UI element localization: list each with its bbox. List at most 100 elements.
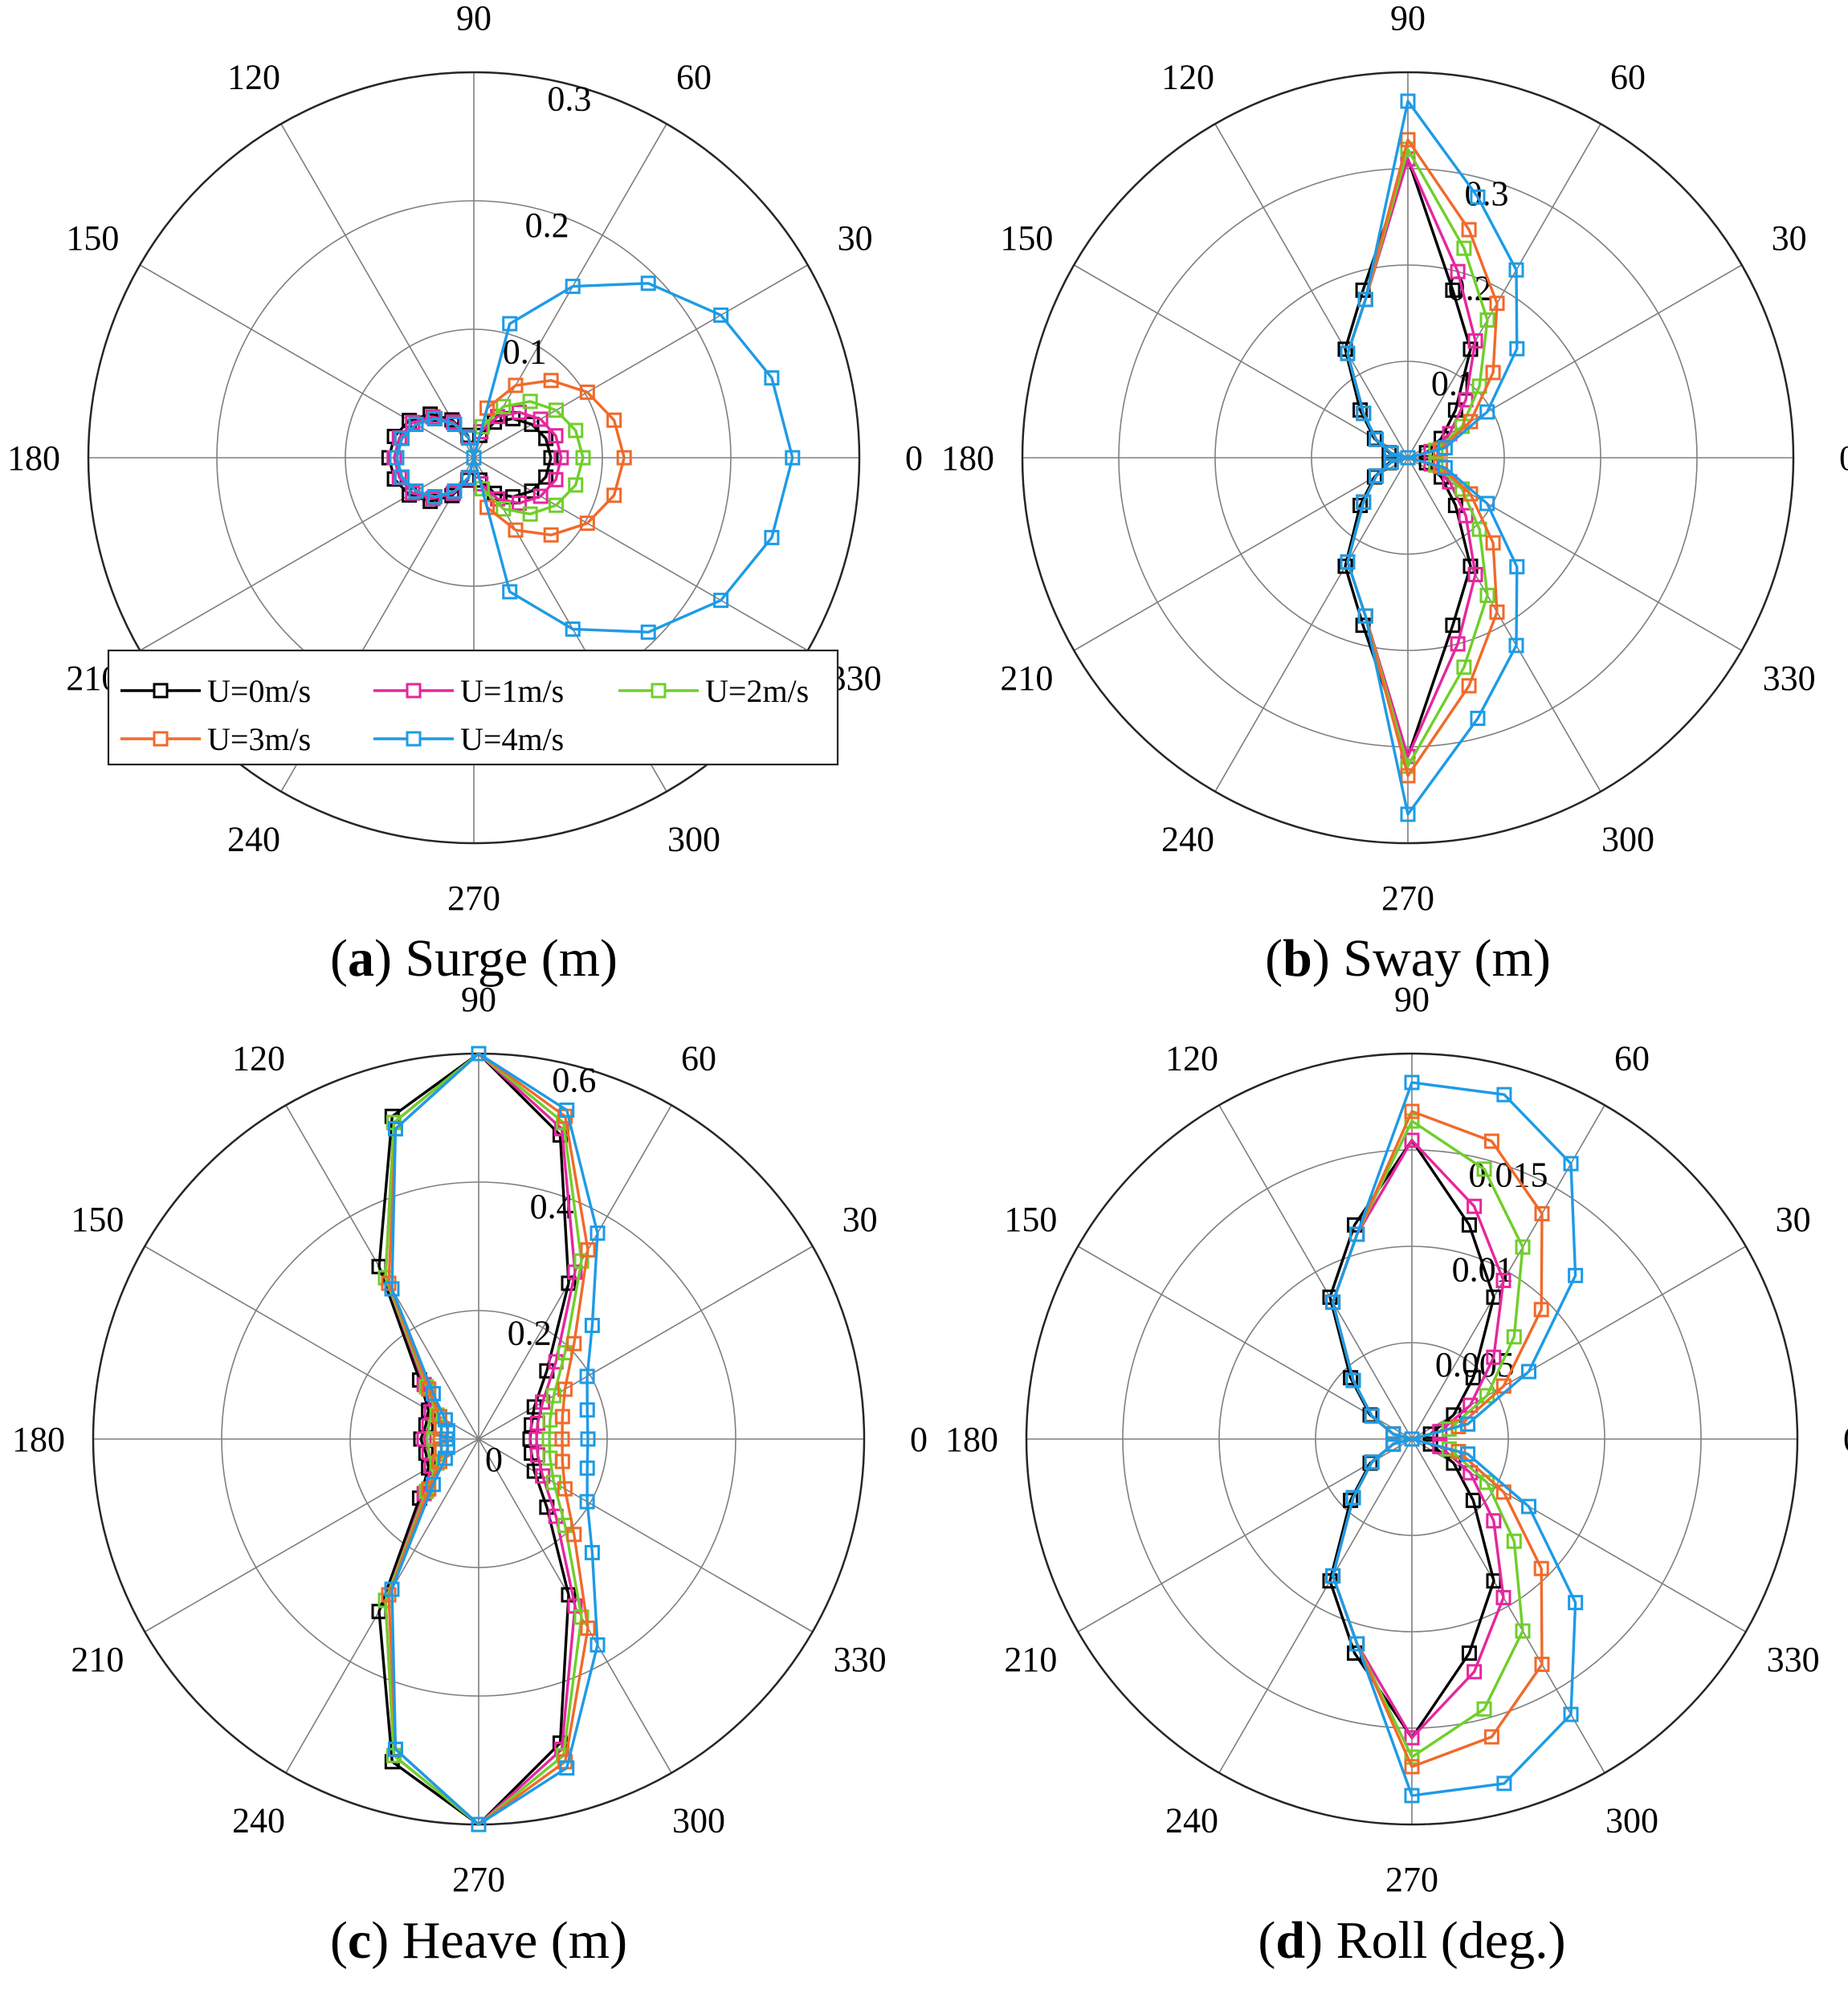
r-tick-label-1: 0.2 xyxy=(508,1313,552,1352)
spoke-330 xyxy=(473,457,809,651)
caption-letter: b xyxy=(1283,929,1312,988)
data-point-105 xyxy=(1357,292,1373,308)
angle-label-300: 300 xyxy=(672,1801,725,1841)
angle-label-270: 270 xyxy=(452,1860,505,1899)
r-tick-label-3: 0.6 xyxy=(552,1060,596,1099)
series-line xyxy=(395,282,794,634)
data-point-45 xyxy=(522,393,538,410)
data-point-165 xyxy=(1383,445,1399,461)
outer-circle xyxy=(1025,1052,1799,1826)
data-point-345 xyxy=(1422,1436,1438,1452)
angle-label-210: 210 xyxy=(1004,1640,1057,1679)
data-point-315 xyxy=(1485,535,1501,551)
data-point-90 xyxy=(1404,1132,1420,1148)
data-point-45 xyxy=(640,275,656,292)
angle-label-90: 90 xyxy=(1390,0,1426,38)
data-point-345 xyxy=(1428,457,1444,473)
data-point-15 xyxy=(548,428,564,444)
data-point-345 xyxy=(538,469,554,485)
data-point-75 xyxy=(1496,1087,1512,1103)
data-point-75 xyxy=(1461,222,1477,238)
data-point-120 xyxy=(1325,1294,1341,1311)
data-point-345 xyxy=(568,477,584,493)
data-point-90 xyxy=(1404,1074,1420,1091)
data-point-345 xyxy=(554,1453,570,1470)
data-point-45 xyxy=(566,1335,582,1352)
data-point-255 xyxy=(460,470,476,486)
angle-label-150: 150 xyxy=(71,1200,124,1239)
data-point-45 xyxy=(584,1318,600,1334)
data-point-15 xyxy=(1433,441,1449,457)
data-point-300 xyxy=(1508,638,1524,654)
data-point-30 xyxy=(713,307,729,323)
data-point-30 xyxy=(579,384,595,400)
angle-label-120: 120 xyxy=(1165,1038,1218,1078)
grid-circle-2 xyxy=(1122,1149,1702,1729)
data-point-225 xyxy=(425,1477,441,1493)
grid-circle-1 xyxy=(1214,264,1601,651)
data-point-135 xyxy=(425,1385,441,1401)
data-point-0 xyxy=(554,1431,570,1447)
angle-label-180: 180 xyxy=(7,438,60,478)
data-point-75 xyxy=(1461,1217,1477,1233)
grid-circle-1 xyxy=(349,1310,608,1568)
series-U=4m/s xyxy=(389,275,801,640)
data-point-285 xyxy=(559,1760,575,1776)
angle-label-30: 30 xyxy=(1772,218,1807,258)
data-point-15 xyxy=(1437,440,1453,456)
angle-label-120: 120 xyxy=(227,57,280,96)
data-point-30 xyxy=(1520,1364,1536,1380)
grid-circle-2 xyxy=(221,1181,736,1697)
data-point-285 xyxy=(474,481,490,497)
series-U=4m/s xyxy=(1340,93,1525,822)
angle-label-0: 0 xyxy=(910,1420,928,1459)
legend-entry-U=0m/s: U=0m/s xyxy=(120,673,311,709)
data-point-330 xyxy=(579,1494,595,1510)
data-point-285 xyxy=(1445,618,1461,634)
data-point-195 xyxy=(394,469,410,485)
data-point-345 xyxy=(1460,1446,1476,1462)
angle-label-30: 30 xyxy=(842,1200,878,1239)
data-point-345 xyxy=(548,471,564,487)
data-point-240 xyxy=(1322,1573,1338,1589)
data-point-240 xyxy=(1340,554,1356,570)
data-point-90 xyxy=(1400,93,1416,109)
data-point-300 xyxy=(589,1637,606,1653)
angle-label-240: 240 xyxy=(232,1801,285,1841)
data-point-300 xyxy=(1489,604,1505,620)
data-point-45 xyxy=(1485,365,1501,381)
data-point-345 xyxy=(579,1460,595,1476)
data-point-75 xyxy=(474,418,490,434)
data-point-225 xyxy=(1345,1490,1361,1506)
data-point-225 xyxy=(425,491,441,507)
data-point-315 xyxy=(522,506,538,522)
data-point-285 xyxy=(1456,659,1472,675)
legend-label: U=0m/s xyxy=(207,673,311,709)
data-point-15 xyxy=(554,1409,570,1425)
data-point-60 xyxy=(565,279,581,295)
caption: (c) Heave (m) xyxy=(330,1911,627,1970)
outer-circle xyxy=(87,71,861,845)
angle-label-270: 270 xyxy=(1381,879,1434,918)
data-point-210 xyxy=(437,1450,453,1466)
series-line xyxy=(390,1052,599,1826)
data-point-60 xyxy=(1467,333,1483,349)
r-tick-label-2: 0.3 xyxy=(547,79,591,118)
data-point-300 xyxy=(580,1621,596,1637)
caption: (a) Surge (m) xyxy=(330,929,618,988)
r-tick-label-1: 0.2 xyxy=(525,206,569,245)
data-point-315 xyxy=(640,624,656,640)
data-point-330 xyxy=(557,1481,573,1497)
data-point-60 xyxy=(508,377,524,393)
data-point-75 xyxy=(1456,240,1472,256)
data-point-180 xyxy=(1404,1431,1420,1447)
data-point-330 xyxy=(713,593,729,609)
legend: U=0m/s U=1m/s U=2m/s U=3m/s U=4m/s xyxy=(107,649,839,766)
legend-label: U=3m/s xyxy=(207,721,311,757)
data-point-45 xyxy=(1533,1302,1549,1318)
data-point-330 xyxy=(532,488,549,504)
data-point-45 xyxy=(512,404,528,420)
legend-label: U=1m/s xyxy=(460,673,564,709)
angle-label-180: 180 xyxy=(12,1420,65,1459)
data-point-120 xyxy=(1322,1289,1338,1305)
